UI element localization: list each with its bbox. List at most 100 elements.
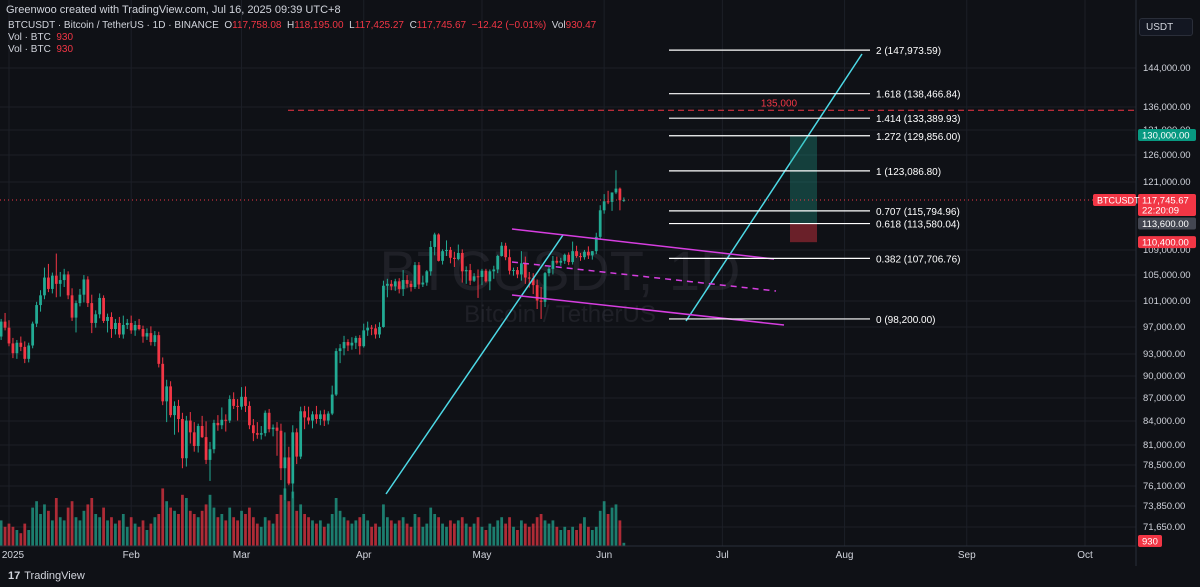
- volume-bar: [567, 530, 571, 546]
- fib-level-label: 0.707 (115,794.96): [876, 207, 960, 218]
- volume-bar: [614, 504, 618, 546]
- candle-body: [575, 251, 578, 256]
- entry-price-tag: [1138, 217, 1196, 230]
- volume-bar: [590, 530, 594, 546]
- volume-bar: [177, 514, 180, 546]
- candle-body: [141, 329, 145, 337]
- volume-bar: [555, 526, 559, 546]
- candle-body: [228, 399, 232, 421]
- volume-bar: [114, 523, 117, 546]
- candle-body: [15, 342, 19, 354]
- volume-bar: [240, 510, 243, 546]
- candle-body: [362, 330, 366, 347]
- volume-bar: [551, 520, 555, 546]
- candle-body: [456, 252, 460, 260]
- candle-body: [3, 321, 7, 328]
- candle-body: [516, 270, 519, 275]
- candle-body: [472, 276, 476, 281]
- time-axis-label: Feb: [123, 550, 141, 561]
- candle-body: [539, 300, 543, 302]
- volume-bar: [476, 517, 480, 546]
- legend-indicator-1[interactable]: Vol · BTC 930: [8, 32, 596, 44]
- candle-body: [547, 268, 551, 274]
- last-price-tag-value: 117,745.67: [1142, 195, 1189, 206]
- volume-bar: [326, 523, 330, 546]
- candle-body: [571, 251, 574, 263]
- candle-body: [153, 335, 157, 343]
- volume-bar: [295, 510, 299, 546]
- candle-body: [19, 342, 23, 347]
- price-axis-tick: 97,000.00: [1143, 322, 1185, 333]
- footer-bar: [0, 566, 1200, 587]
- volume-bar: [504, 523, 507, 546]
- candle-body: [287, 457, 291, 484]
- candle-body: [311, 414, 314, 421]
- legend-symbol[interactable]: BTCUSDT · Bitcoin / TetherUS · 1D · BINA…: [8, 20, 219, 31]
- tradingview-logo[interactable]: 17 TradingView: [8, 570, 85, 582]
- candle-body: [188, 420, 192, 433]
- legend-low: 117,425.27: [354, 20, 404, 31]
- volume-bar: [283, 488, 287, 546]
- volume-bar: [594, 526, 598, 546]
- candle-body: [27, 345, 31, 359]
- candle-body: [543, 273, 547, 302]
- candle-body: [255, 433, 259, 435]
- position-target-zone: [790, 135, 817, 224]
- target-price-tag: [1138, 129, 1196, 142]
- volume-bar: [610, 507, 614, 546]
- fib-level-label: 1.272 (129,856.00): [876, 132, 961, 143]
- volume-bar: [287, 501, 291, 546]
- candle-body: [342, 342, 346, 349]
- volume-bar: [98, 517, 102, 546]
- candle-body: [145, 333, 149, 337]
- candle-body: [393, 281, 397, 287]
- candle-body: [74, 303, 78, 318]
- volume-bar: [70, 501, 74, 546]
- legend-indicator-2[interactable]: Vol · BTC 930: [8, 44, 596, 56]
- volume-bar: [385, 517, 389, 546]
- candle-body: [236, 405, 239, 407]
- volume-bar: [43, 504, 46, 546]
- candle-body: [449, 249, 452, 258]
- volume-bar: [484, 530, 488, 546]
- candle-body: [322, 414, 326, 421]
- candle-body: [614, 188, 618, 193]
- symbol-tag: [1093, 193, 1136, 206]
- candle-body: [433, 234, 437, 247]
- volume-bar: [378, 526, 381, 546]
- volume-bar: [492, 526, 496, 546]
- axis-unit-button[interactable]: USDT: [1139, 18, 1193, 36]
- volume-bar: [401, 517, 405, 546]
- volume-bar: [35, 501, 38, 546]
- candle-body: [263, 412, 267, 434]
- volume-bar: [15, 530, 19, 546]
- volume-bar: [618, 520, 622, 546]
- volume-bar: [342, 517, 346, 546]
- time-axis-label: Jun: [596, 550, 612, 561]
- volume-bar: [267, 520, 271, 546]
- volume-tag-text: 930: [1142, 537, 1158, 548]
- candle-body: [125, 322, 129, 325]
- volume-bar: [437, 517, 440, 546]
- volume-bar: [31, 507, 35, 546]
- volume-bar: [606, 514, 610, 546]
- channel-mid: [511, 261, 777, 292]
- volume-bar: [39, 514, 42, 546]
- volume-bar: [468, 526, 472, 546]
- volume-bar: [429, 507, 433, 546]
- volume-bar: [271, 523, 275, 546]
- candle-body: [587, 251, 590, 256]
- candle-body: [417, 265, 421, 285]
- candle-body: [66, 274, 70, 296]
- candle-body: [555, 260, 559, 263]
- fib-level-label: 1 (123,086.80): [876, 167, 941, 178]
- volume-bar: [315, 523, 318, 546]
- candle-body: [496, 255, 500, 270]
- candle-body: [480, 270, 484, 277]
- fib-level-label: 0 (98,200.00): [876, 315, 936, 326]
- price-axis-tick: 144,000.00: [1143, 63, 1191, 74]
- candle-body: [161, 363, 165, 402]
- legend-main-row: BTCUSDT · Bitcoin / TetherUS · 1D · BINA…: [8, 20, 596, 32]
- volume-bar: [311, 520, 314, 546]
